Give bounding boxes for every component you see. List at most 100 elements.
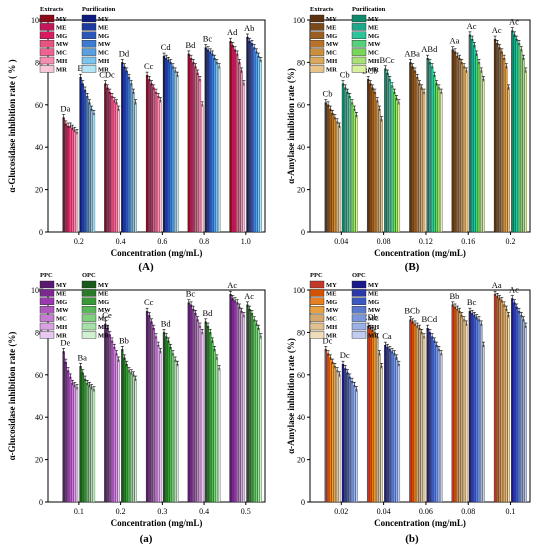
significance-label: Dd	[119, 48, 130, 58]
bar	[468, 311, 472, 503]
bar	[371, 330, 374, 503]
bar	[246, 304, 249, 503]
bar	[206, 49, 210, 233]
bar	[259, 60, 263, 233]
bar	[462, 66, 466, 233]
legend-label: MR	[98, 332, 109, 339]
legend-label: ME	[326, 290, 336, 297]
significance-label: De	[60, 337, 70, 347]
legend-label: MH	[98, 58, 109, 65]
bar	[117, 359, 120, 503]
bar	[353, 108, 356, 233]
legend-swatch	[81, 14, 97, 23]
bar	[201, 332, 204, 503]
x-axis-label: Concentration (mg/mL)	[374, 518, 466, 528]
legend-swatch	[39, 306, 55, 314]
x-tick-label: 0.08	[377, 237, 391, 246]
legend-swatch	[309, 297, 325, 305]
bar	[413, 70, 417, 233]
bar	[162, 55, 166, 233]
bar	[64, 123, 67, 233]
bar	[511, 298, 514, 503]
legend-swatch	[309, 14, 325, 23]
significance-label: Bc	[186, 289, 196, 299]
legend-swatch	[39, 48, 55, 56]
legend-label: MR	[98, 66, 109, 73]
y-tick-label: 60	[35, 101, 43, 110]
bar	[433, 340, 436, 503]
panel-label: (a)	[140, 533, 153, 545]
bar	[520, 315, 523, 503]
y-tick-label: 100	[293, 286, 305, 295]
legend-swatch	[81, 297, 97, 305]
y-tick-label: 100	[293, 16, 305, 25]
bar	[338, 374, 341, 503]
bar	[231, 45, 234, 233]
y-tick-label: 20	[35, 186, 43, 195]
legend-swatch	[39, 14, 55, 23]
legend-label: MG	[368, 299, 379, 306]
significance-label: Ac	[492, 25, 502, 35]
legend-label: ME	[56, 290, 66, 297]
legend-label: MH	[98, 324, 109, 331]
bar	[371, 87, 374, 233]
bar	[353, 385, 356, 503]
legend-label: MH	[326, 58, 337, 65]
bar	[338, 125, 341, 233]
bar	[420, 87, 423, 233]
chart-panel-3: 0 20 40 60 80 100 α-Glucosidase inhibition rat…	[7, 272, 266, 545]
bar	[75, 132, 79, 233]
bar	[194, 66, 197, 233]
bar	[522, 58, 525, 233]
bar	[366, 79, 370, 233]
y-axis-label: α-Glucosidase inhibition rate ( % )	[7, 59, 17, 192]
legend-group-title: Extracts	[310, 6, 334, 13]
bar	[209, 332, 212, 503]
bar	[167, 60, 170, 233]
legend-swatch	[39, 65, 55, 73]
bar	[418, 328, 421, 503]
legend-swatch	[351, 48, 367, 56]
legend-label: MW	[326, 307, 339, 314]
y-tick-label: 0	[39, 498, 43, 507]
bar	[62, 351, 65, 503]
y-tick-label: 80	[297, 58, 305, 67]
significance-label: Bc	[203, 34, 213, 44]
bar	[250, 313, 254, 503]
bar	[127, 370, 131, 503]
bar	[500, 51, 504, 233]
bar	[159, 100, 162, 233]
legend-swatch	[351, 14, 367, 23]
bar	[233, 300, 237, 503]
bar	[511, 30, 514, 233]
legend-swatch	[39, 322, 55, 331]
panel-label: (B)	[405, 261, 420, 273]
legend-label: ME	[326, 24, 336, 31]
bar	[123, 357, 126, 503]
bar	[411, 66, 414, 233]
legend-label: MC	[368, 50, 379, 57]
bar	[192, 62, 195, 233]
legend-swatch	[81, 23, 97, 31]
chart-panel-2: 0 20 40 60 80 100 α-Amylase inhibition rate (%…	[286, 6, 531, 273]
significance-label: ABa	[404, 48, 420, 58]
legend-label: MW	[98, 307, 111, 314]
legend-label: MG	[98, 33, 109, 40]
bar	[453, 306, 457, 503]
bar	[430, 336, 434, 503]
legend-label: MC	[56, 316, 67, 323]
x-tick-label: 0.04	[334, 237, 348, 246]
legend-swatch	[351, 322, 367, 331]
bar	[106, 328, 109, 503]
legend-label: MG	[56, 33, 67, 40]
bar	[393, 353, 396, 503]
bar	[211, 340, 214, 503]
bar	[132, 91, 135, 233]
bar	[477, 62, 481, 233]
x-tick-label: 0.4	[199, 507, 209, 516]
panel-label: (b)	[405, 533, 419, 545]
bar	[209, 51, 212, 233]
legend-group-title: PPC	[310, 272, 323, 279]
significance-label: Cb	[340, 70, 350, 80]
